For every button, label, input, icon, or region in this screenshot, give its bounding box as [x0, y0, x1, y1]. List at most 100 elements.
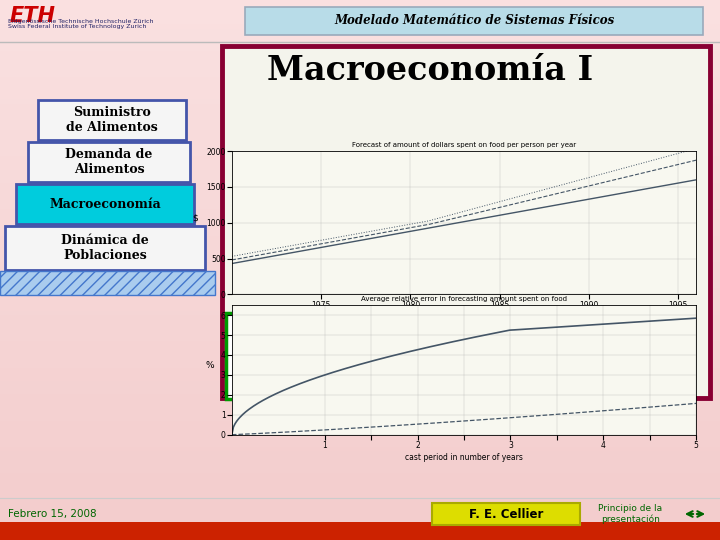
Bar: [0, 90, 720, 91]
Bar: [0, 168, 720, 169]
Bar: [0, 373, 720, 374]
Bar: [0, 273, 720, 274]
Bar: [0, 388, 720, 389]
Bar: [0, 7, 720, 8]
Text: Principio de la
presentación: Principio de la presentación: [598, 504, 662, 524]
Bar: [0, 496, 720, 497]
Bar: [0, 201, 720, 202]
Bar: [0, 362, 720, 363]
Bar: [0, 86, 720, 87]
Bar: [0, 96, 720, 97]
Bar: [0, 537, 720, 538]
Bar: [0, 343, 720, 344]
Bar: [0, 531, 720, 532]
Bar: [0, 82, 720, 83]
Bar: [0, 279, 720, 280]
Bar: [0, 190, 720, 191]
Bar: [0, 364, 720, 365]
Bar: [0, 439, 720, 440]
Bar: [0, 317, 720, 318]
Bar: [0, 502, 720, 503]
Bar: [0, 20, 720, 21]
Bar: [0, 275, 720, 276]
Text: Swiss Federal Institute of Technology Zurich: Swiss Federal Institute of Technology Zu…: [8, 24, 146, 29]
Bar: [0, 148, 720, 149]
Bar: [0, 184, 720, 185]
Bar: [0, 55, 720, 56]
Bar: [0, 145, 720, 146]
Bar: [0, 159, 720, 160]
Bar: [0, 1, 720, 2]
Bar: [0, 523, 720, 524]
Bar: [0, 387, 720, 388]
Bar: [0, 489, 720, 490]
Bar: [0, 153, 720, 154]
Bar: [0, 422, 720, 423]
Bar: [0, 158, 720, 159]
Bar: [0, 157, 720, 158]
Bar: [0, 378, 720, 379]
Bar: [0, 497, 720, 498]
Bar: [0, 374, 720, 375]
Bar: [0, 134, 720, 135]
Bar: [0, 320, 720, 321]
Bar: [0, 351, 720, 352]
Bar: [0, 429, 720, 430]
FancyBboxPatch shape: [38, 100, 186, 140]
Bar: [0, 293, 720, 294]
Bar: [0, 324, 720, 325]
Bar: [0, 335, 720, 336]
Bar: [0, 294, 720, 295]
Bar: [0, 255, 720, 256]
Bar: [0, 252, 720, 253]
Bar: [0, 468, 720, 469]
Bar: [0, 0, 720, 1]
Bar: [0, 471, 720, 472]
Bar: [0, 246, 720, 247]
Bar: [0, 300, 720, 301]
Bar: [0, 269, 720, 270]
Bar: [0, 172, 720, 173]
Bar: [0, 402, 720, 403]
Text: Error promedio al usar
además la población
predicha para las
predicciones económ: Error promedio al usar además la poblaci…: [236, 323, 395, 382]
Bar: [0, 484, 720, 485]
Bar: [0, 326, 720, 327]
Bar: [0, 141, 720, 142]
Bar: [0, 470, 720, 471]
Bar: [0, 17, 720, 18]
Bar: [0, 200, 720, 201]
Bar: [0, 266, 720, 267]
Bar: [0, 322, 720, 323]
Bar: [0, 298, 720, 299]
Bar: [0, 264, 720, 265]
Bar: [0, 18, 720, 19]
FancyBboxPatch shape: [0, 271, 215, 295]
Bar: [0, 448, 720, 449]
Text: Febrero 15, 2008: Febrero 15, 2008: [8, 509, 96, 519]
Bar: [0, 323, 720, 324]
Bar: [0, 477, 720, 478]
Bar: [0, 244, 720, 245]
Bar: [0, 414, 720, 415]
Bar: [0, 225, 720, 226]
Bar: [0, 381, 720, 382]
Bar: [0, 345, 720, 346]
Bar: [0, 208, 720, 209]
Bar: [0, 500, 720, 501]
Bar: [0, 416, 720, 417]
FancyBboxPatch shape: [432, 503, 580, 525]
Bar: [0, 281, 720, 282]
Bar: [0, 349, 720, 350]
Bar: [0, 181, 720, 182]
Bar: [0, 75, 720, 76]
Bar: [0, 421, 720, 422]
Bar: [0, 480, 720, 481]
Bar: [0, 214, 720, 215]
Bar: [0, 209, 720, 210]
Bar: [0, 87, 720, 88]
Bar: [0, 34, 720, 35]
Bar: [0, 312, 720, 313]
Bar: [0, 139, 720, 140]
Bar: [0, 365, 720, 366]
Bar: [0, 473, 720, 474]
